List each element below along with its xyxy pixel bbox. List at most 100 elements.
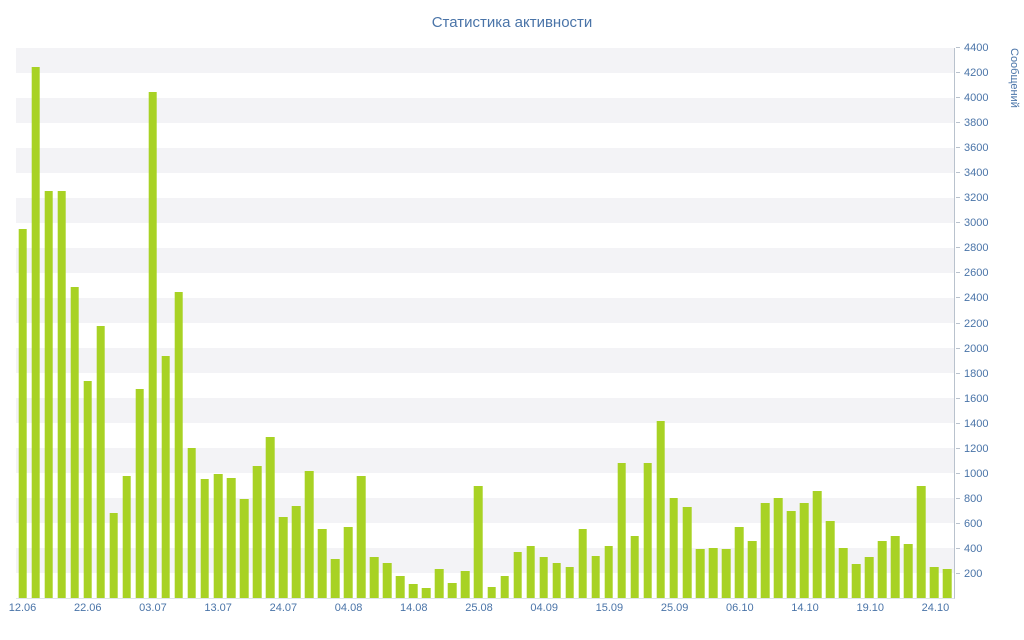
y-tick-mark — [956, 422, 960, 424]
bar[interactable] — [734, 526, 744, 598]
bar[interactable] — [930, 566, 939, 598]
x-tick-label: 04.09 — [530, 602, 558, 614]
bar[interactable] — [148, 91, 158, 598]
bar[interactable] — [435, 569, 444, 598]
bar[interactable] — [552, 563, 561, 598]
bar[interactable] — [122, 475, 132, 598]
bar[interactable] — [57, 190, 66, 598]
y-tick-mark — [956, 197, 960, 199]
bar[interactable] — [265, 436, 275, 598]
bar[interactable] — [291, 505, 301, 598]
bar[interactable] — [161, 355, 171, 598]
bar[interactable] — [878, 540, 887, 598]
bar[interactable] — [578, 529, 587, 598]
bar[interactable] — [96, 325, 105, 598]
bar[interactable] — [317, 529, 327, 598]
bar[interactable] — [487, 586, 496, 598]
bar[interactable] — [187, 448, 197, 598]
y-tick-mark — [956, 122, 960, 124]
bar[interactable] — [604, 545, 614, 598]
bar[interactable] — [500, 575, 509, 598]
bar[interactable] — [643, 463, 653, 598]
y-tick-mark — [956, 147, 960, 149]
bar[interactable] — [786, 510, 796, 598]
bar[interactable] — [18, 229, 27, 598]
bar[interactable] — [565, 566, 574, 598]
bar[interactable] — [904, 544, 913, 598]
y-tick-label: 400 — [964, 542, 983, 555]
plot-area — [16, 48, 955, 599]
y-tick-label: 4200 — [964, 67, 989, 80]
bar[interactable] — [200, 479, 210, 598]
bar[interactable] — [278, 516, 288, 598]
x-tick-label: 04.08 — [334, 602, 363, 614]
y-tick-mark — [956, 447, 960, 449]
bar[interactable] — [799, 503, 809, 598]
y-tick-mark — [956, 397, 960, 399]
x-tick-label: 03.07 — [139, 602, 167, 614]
bar[interactable] — [83, 380, 92, 598]
bar[interactable] — [409, 584, 418, 598]
y-tick-mark — [956, 297, 960, 299]
bar[interactable] — [656, 420, 666, 598]
bar[interactable] — [865, 556, 874, 598]
bar[interactable] — [617, 463, 627, 598]
y-tick-mark — [956, 347, 960, 349]
bar[interactable] — [396, 576, 405, 598]
bar[interactable] — [721, 549, 731, 598]
bar[interactable] — [239, 499, 249, 598]
bar[interactable] — [526, 545, 535, 598]
y-tick-mark — [956, 172, 960, 174]
bar[interactable] — [135, 389, 145, 598]
bar[interactable] — [213, 474, 223, 598]
bar[interactable] — [44, 190, 53, 598]
bar[interactable] — [812, 490, 822, 598]
bar[interactable] — [226, 478, 236, 598]
bar[interactable] — [891, 535, 900, 598]
bar[interactable] — [474, 485, 483, 598]
bar[interactable] — [695, 549, 705, 598]
bar[interactable] — [356, 475, 366, 598]
bar[interactable] — [461, 571, 470, 598]
bar[interactable] — [70, 286, 79, 598]
bar[interactable] — [943, 569, 952, 598]
bar[interactable] — [747, 540, 757, 598]
x-tick-label: 14.10 — [791, 602, 819, 614]
bar[interactable] — [708, 548, 718, 598]
bar[interactable] — [539, 556, 548, 598]
bar[interactable] — [31, 66, 40, 598]
bar[interactable] — [630, 535, 640, 598]
y-tick-label: 3800 — [964, 117, 989, 130]
y-tick-mark — [956, 522, 960, 524]
bar[interactable] — [773, 498, 783, 598]
y-tick-mark — [956, 572, 960, 574]
x-tick-label: 06.10 — [726, 602, 754, 614]
bar[interactable] — [513, 551, 522, 598]
x-tick-label: 25.09 — [660, 602, 689, 614]
bar[interactable] — [304, 470, 314, 598]
bar[interactable] — [825, 520, 835, 598]
y-tick-label: 3200 — [964, 192, 989, 205]
y-tick-label: 2800 — [964, 242, 989, 255]
bar[interactable] — [369, 556, 379, 598]
bar[interactable] — [252, 465, 262, 598]
y-tick-mark — [956, 72, 960, 74]
y-tick-mark — [956, 472, 960, 474]
bar[interactable] — [448, 583, 457, 598]
bar[interactable] — [851, 564, 861, 598]
bar[interactable] — [760, 503, 770, 598]
bar[interactable] — [917, 485, 926, 598]
y-tick-label: 3000 — [964, 217, 989, 230]
bar[interactable] — [591, 555, 601, 598]
bar[interactable] — [669, 498, 679, 598]
bar[interactable] — [330, 559, 340, 598]
bar[interactable] — [343, 526, 353, 598]
bar[interactable] — [109, 513, 118, 598]
x-tick-label: 19.10 — [856, 602, 884, 614]
bar[interactable] — [838, 548, 848, 598]
y-tick-mark — [956, 47, 960, 48]
bar[interactable] — [682, 506, 692, 598]
bar[interactable] — [174, 291, 184, 598]
bar[interactable] — [422, 588, 431, 598]
bar[interactable] — [382, 563, 392, 598]
